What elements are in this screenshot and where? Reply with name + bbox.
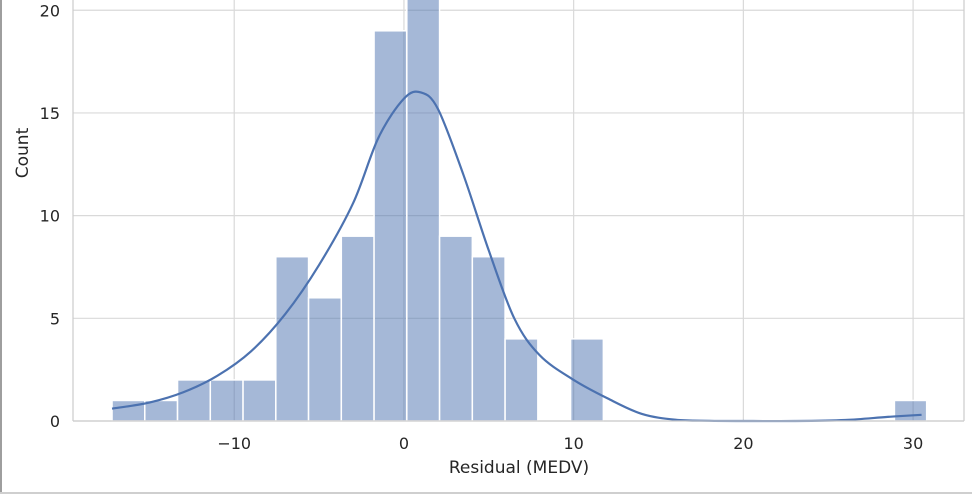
x-tick-labels: −10 0 10 20 30 — [217, 434, 923, 453]
x-axis-label: Residual (MEDV) — [449, 458, 589, 478]
y-tick-label: 5 — [50, 309, 60, 328]
y-tick-label: 20 — [40, 1, 60, 20]
y-axis-label: Count — [13, 127, 33, 178]
window-left-border — [0, 0, 2, 494]
x-tick-label: 20 — [733, 434, 753, 453]
y-tick-labels: 0 5 10 15 20 — [40, 1, 60, 431]
histogram-bar — [893, 399, 928, 422]
x-tick-label: 0 — [399, 434, 409, 453]
x-tick-label: −10 — [217, 434, 251, 453]
window-bottom-border — [0, 492, 972, 494]
histogram-bar — [176, 379, 212, 422]
x-tick-label: 30 — [903, 434, 923, 453]
histogram-bar — [275, 255, 310, 422]
histogram-bars — [111, 0, 928, 422]
histogram-bar — [406, 0, 441, 422]
y-tick-label: 15 — [40, 104, 60, 123]
histogram-bar — [438, 235, 474, 422]
y-tick-label: 0 — [50, 412, 60, 431]
histogram-bar — [242, 379, 277, 422]
histogram-bar — [373, 30, 408, 422]
histogram-bar — [307, 297, 343, 422]
histogram-bar — [209, 379, 244, 422]
histogram-bar — [340, 235, 375, 422]
y-tick-label: 10 — [40, 207, 60, 226]
axes-frame — [72, 0, 965, 422]
histogram-bar — [504, 338, 539, 422]
x-tick-label: 10 — [563, 434, 583, 453]
